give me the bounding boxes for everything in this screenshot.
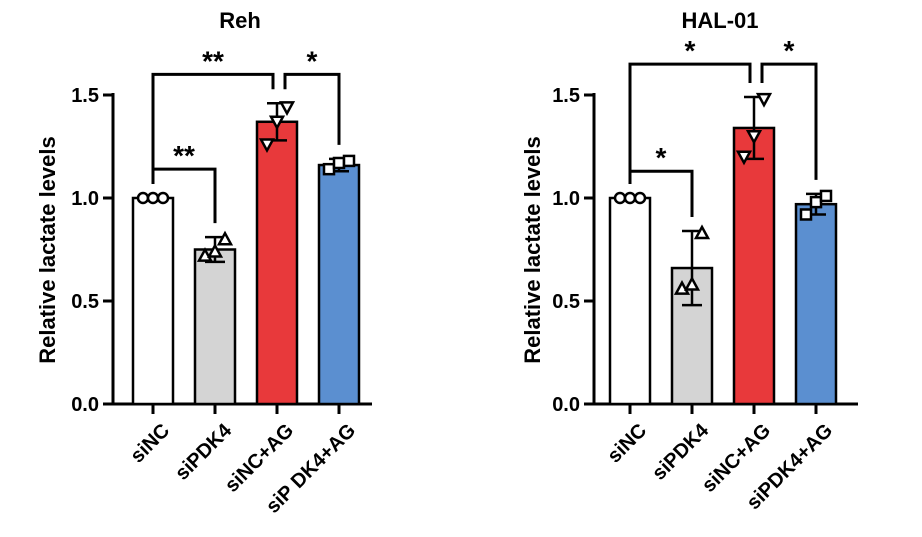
data-point <box>735 150 753 166</box>
significance-label: * <box>784 35 795 66</box>
data-point <box>136 191 150 205</box>
bar-sipdk4 <box>193 248 237 406</box>
data-point <box>196 247 214 262</box>
y-tick-label: 0.5 <box>71 291 99 313</box>
data-point <box>322 162 336 176</box>
category-label: siNC <box>126 420 174 468</box>
significance-label: * <box>685 35 696 66</box>
significance-bracket <box>283 72 341 145</box>
data-point <box>613 191 627 205</box>
data-point <box>623 191 637 205</box>
significance-label: * <box>656 142 667 173</box>
data-point <box>278 101 296 116</box>
panel-title: Reh <box>219 8 261 33</box>
category-label: siNC <box>603 420 651 468</box>
data-point <box>809 195 823 209</box>
data-point <box>799 208 813 221</box>
y-axis-label: Relative lactate levels <box>35 136 60 363</box>
significance-bracket <box>628 62 752 184</box>
y-axis-label: Relative lactate levels <box>520 136 545 363</box>
y-tick-label: 1.0 <box>71 188 99 210</box>
significance-bracket <box>760 62 818 180</box>
data-point <box>693 224 711 240</box>
data-point <box>216 230 234 246</box>
bar-sinc <box>608 196 652 406</box>
data-point <box>146 191 160 205</box>
data-point <box>745 129 763 145</box>
bar-sinc <box>131 196 175 406</box>
bar-sip-dk4-ag <box>317 163 361 406</box>
data-point <box>156 191 170 205</box>
y-tick-label: 0.0 <box>552 394 580 416</box>
y-tick-label: 1.5 <box>552 85 580 107</box>
data-point <box>332 156 346 170</box>
data-point <box>342 154 356 168</box>
data-point <box>268 115 286 131</box>
reh-panel: Reh Relative lactate levels 0.0 0.5 1.0 1.5… <box>35 8 372 518</box>
significance-label: * <box>307 45 318 76</box>
data-point <box>819 189 833 203</box>
bar-sinc-ag <box>255 120 299 406</box>
y-tick-label: 1.0 <box>552 188 580 210</box>
bar-sinc-ag <box>732 126 776 406</box>
hal01-panel: HAL-01 Relative lactate levels 0.0 0.5 1.0… <box>520 8 858 514</box>
data-point <box>755 92 773 108</box>
data-point <box>258 138 276 154</box>
bar-sipdk4-ag <box>794 202 838 406</box>
y-tick-label: 1.5 <box>71 85 99 107</box>
data-point <box>206 242 224 258</box>
data-point <box>673 280 691 295</box>
significance-bracket <box>151 72 275 184</box>
y-tick-label: 0.5 <box>552 291 580 313</box>
data-point <box>683 275 701 291</box>
data-point <box>633 191 647 205</box>
panel-title: HAL-01 <box>681 8 758 33</box>
y-tick-label: 0.0 <box>71 394 99 416</box>
significance-label: ** <box>173 140 195 171</box>
significance-label: ** <box>202 45 224 76</box>
